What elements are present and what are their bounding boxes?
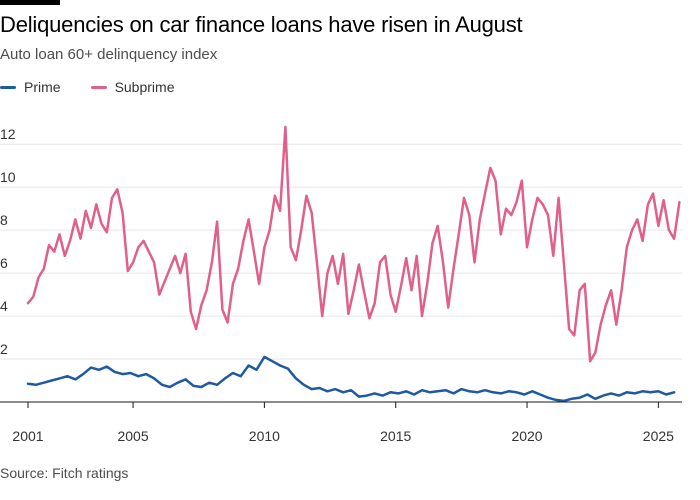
y-tick-label-10: 10 [0, 169, 16, 185]
chart-title: Deliquencies on car finance loans have r… [0, 12, 523, 37]
x-tick-label-2015: 2015 [380, 428, 411, 444]
y-tick-label-6: 6 [0, 255, 8, 271]
source-note: Source: Fitch ratings [0, 465, 129, 481]
legend-swatch-prime [0, 85, 16, 89]
legend-item-subprime: Subprime [90, 79, 175, 95]
line-chart: 2 4 6 8 10 12 2001 2005 2010 2015 2020 2025 [0, 125, 682, 444]
x-tick-label-2005: 2005 [117, 428, 148, 444]
y-tick-label-2: 2 [0, 341, 8, 357]
brand-bar [0, 0, 60, 5]
legend-label-subprime: Subprime [114, 79, 175, 95]
legend-item-prime: Prime [0, 79, 61, 95]
series-line-subprime [26, 125, 681, 363]
x-tick-label-2010: 2010 [249, 428, 280, 444]
x-tick-label-2025: 2025 [643, 428, 674, 444]
y-tick-label-4: 4 [0, 298, 8, 314]
x-tick-label-2020: 2020 [511, 428, 542, 444]
series-line-prime [26, 355, 676, 403]
y-tick-label-12: 12 [0, 126, 16, 142]
legend-swatch-subprime [90, 85, 107, 89]
legend-label-prime: Prime [24, 79, 61, 95]
y-tick-label-8: 8 [0, 212, 8, 228]
legend: Prime Subprime [0, 79, 204, 95]
x-tick-label-2001: 2001 [12, 428, 43, 444]
chart-subtitle: Auto loan 60+ delinquency index [0, 46, 218, 63]
